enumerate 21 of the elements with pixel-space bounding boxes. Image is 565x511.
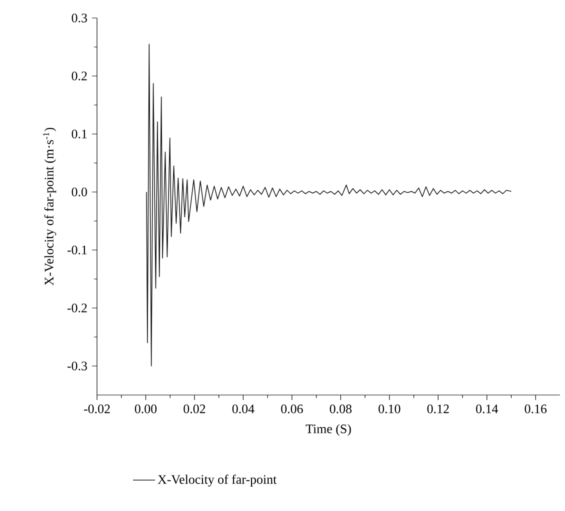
y-tick-label: 0.1 bbox=[72, 130, 87, 138]
y-tick-label: 0.2 bbox=[72, 72, 87, 80]
x-tick-label: 0.10 bbox=[378, 404, 400, 414]
x-axis-title: Time (S) bbox=[306, 424, 351, 436]
x-tick-label: -0.02 bbox=[84, 404, 110, 414]
y-axis-title: X-Velocity of far-point (m·s$^{-1}$) bbox=[43, 128, 56, 286]
y-tick-label: 0.0 bbox=[72, 188, 87, 196]
y-tick-label: -0.2 bbox=[67, 304, 87, 312]
x-tick-label: 0.08 bbox=[330, 404, 352, 414]
x-tick-label: 0.14 bbox=[476, 404, 498, 414]
x-tick-label: 0.16 bbox=[524, 404, 547, 414]
x-tick-label: 0.04 bbox=[232, 404, 254, 414]
y-tick-label: -0.3 bbox=[67, 362, 87, 370]
y-tick-label: -0.1 bbox=[67, 246, 87, 254]
x-tick-label: 0.00 bbox=[134, 404, 157, 414]
x-tick-label: 0.02 bbox=[184, 404, 206, 414]
x-tick-label: 0.06 bbox=[281, 404, 303, 414]
y-tick-label: 0.3 bbox=[72, 14, 87, 22]
legend-label: X-Velocity of far-point bbox=[158, 474, 277, 486]
line-series bbox=[146, 44, 512, 366]
x-tick-label: 0.12 bbox=[427, 404, 449, 414]
